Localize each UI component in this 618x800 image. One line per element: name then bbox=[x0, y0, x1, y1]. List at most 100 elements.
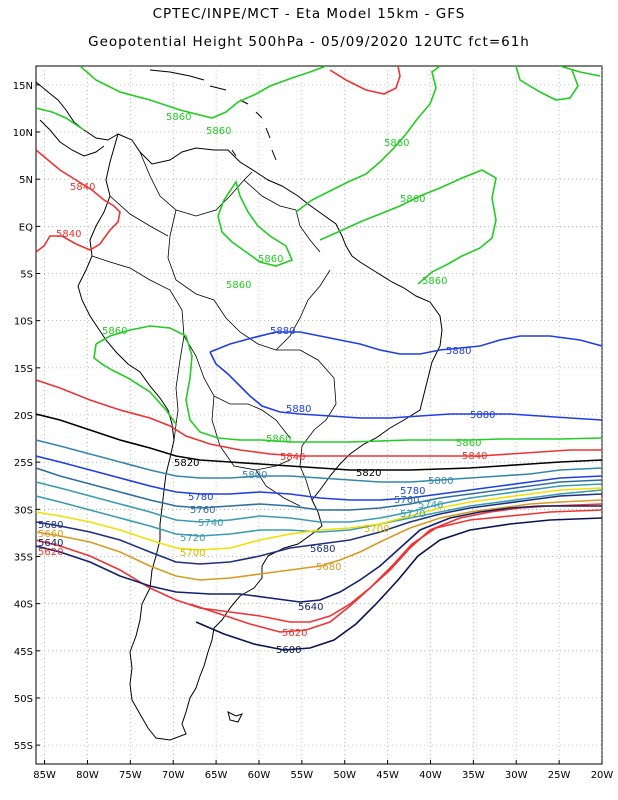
contour-labels: 5860 5860 5860 5860 5860 5860 5860 5860 … bbox=[38, 112, 495, 656]
contour-5640 bbox=[36, 505, 602, 603]
chart-title: CPTEC/INPE/MCT - Eta Model 15km - GFS bbox=[152, 6, 466, 22]
contour-5860-nw-b bbox=[515, 66, 579, 101]
contour-5880-upper bbox=[209, 331, 602, 355]
label-5640-left: 5640 bbox=[38, 538, 63, 549]
lat-tick-label: 40S bbox=[14, 600, 33, 611]
label-5860: 5860 bbox=[422, 276, 447, 287]
label-5740: 5740 bbox=[418, 500, 443, 511]
contour-5860-loop bbox=[217, 180, 294, 267]
label-5820: 5820 bbox=[356, 468, 381, 479]
lon-tick-label: 75W bbox=[119, 770, 142, 781]
contour-5680 bbox=[36, 493, 602, 565]
contour-5700 bbox=[36, 487, 602, 551]
graticule bbox=[36, 66, 603, 764]
lat-tick-label: 30S bbox=[14, 505, 33, 516]
label-5880: 5880 bbox=[446, 346, 471, 357]
lon-tick-label: 45W bbox=[376, 770, 399, 781]
lat-tick-label: 20S bbox=[14, 411, 33, 422]
contour-5860-sw-hook bbox=[93, 343, 177, 425]
lon-tick-label: 25W bbox=[548, 770, 571, 781]
contour-5720 bbox=[36, 489, 602, 537]
height-contours bbox=[36, 66, 602, 651]
contour-5860-nw-a bbox=[36, 107, 85, 131]
falkland-islands bbox=[227, 711, 243, 723]
label-5720: 5720 bbox=[400, 509, 425, 520]
label-5600: 5600 bbox=[276, 645, 301, 656]
lon-tick-label: 40W bbox=[419, 770, 442, 781]
label-5860: 5860 bbox=[258, 254, 283, 265]
lon-tick-label: 30W bbox=[505, 770, 528, 781]
central-america-coastline bbox=[36, 81, 119, 157]
label-5780: 5780 bbox=[400, 486, 425, 497]
lon-tick-label: 60W bbox=[248, 770, 271, 781]
contour-5860-ne bbox=[559, 66, 601, 77]
lat-tick-label: 50S bbox=[14, 694, 33, 705]
lon-tick-label: 55W bbox=[291, 770, 314, 781]
label-5820: 5820 bbox=[174, 458, 199, 469]
label-5640: 5640 bbox=[298, 602, 323, 613]
lat-tick-label: 15S bbox=[14, 364, 33, 375]
label-5620-left: 5620 bbox=[38, 547, 63, 558]
south-america-coastline bbox=[77, 133, 443, 741]
country-borders bbox=[91, 151, 337, 507]
label-5660-left: 5660 bbox=[38, 529, 63, 540]
label-5680: 5680 bbox=[310, 544, 335, 555]
lat-tick-label: 5N bbox=[19, 175, 33, 186]
contour-5620 bbox=[189, 509, 602, 633]
chart-subtitle: Geopotential Height 500hPa - 05/09/2020 … bbox=[88, 34, 530, 50]
label-5760: 5760 bbox=[394, 495, 419, 506]
lat-tick-label: 5S bbox=[20, 270, 33, 281]
label-5840: 5840 bbox=[462, 451, 487, 462]
label-5680: 5680 bbox=[316, 562, 341, 573]
lon-tick-label: 85W bbox=[33, 770, 56, 781]
label-5800: 5800 bbox=[428, 476, 453, 487]
label-5800: 5800 bbox=[242, 470, 267, 481]
contour-5820 bbox=[36, 413, 602, 471]
lat-tick-label: 25S bbox=[14, 458, 33, 469]
lat-tick-label: 45S bbox=[14, 647, 33, 658]
lon-tick-label: 70W bbox=[162, 770, 185, 781]
label-5840: 5840 bbox=[280, 452, 305, 463]
label-5860: 5860 bbox=[102, 326, 127, 337]
contour-5740 bbox=[36, 481, 602, 523]
contour-5780 bbox=[36, 455, 602, 501]
label-5840: 5840 bbox=[70, 182, 95, 193]
label-5620: 5620 bbox=[282, 628, 307, 639]
label-5880: 5880 bbox=[286, 404, 311, 415]
contour-5840-north bbox=[36, 149, 121, 253]
label-5860: 5860 bbox=[400, 194, 425, 205]
label-5720: 5720 bbox=[180, 533, 205, 544]
contour-5600 bbox=[195, 517, 602, 651]
label-5700: 5700 bbox=[364, 524, 389, 535]
lat-tick-label: 35S bbox=[14, 552, 33, 563]
label-5880: 5880 bbox=[270, 326, 295, 337]
label-5700: 5700 bbox=[180, 548, 205, 559]
contour-5860-mid bbox=[295, 66, 441, 213]
lon-tick-label: 65W bbox=[205, 770, 228, 781]
axis-tick-labels: 85W 80W 75W 70W 65W 60W 55W 50W 45W 40W 35W 30W 25W 2… bbox=[13, 81, 614, 781]
label-5780: 5780 bbox=[188, 492, 213, 503]
contour-5800 bbox=[36, 439, 602, 483]
label-5840: 5840 bbox=[56, 229, 81, 240]
lat-tick-label: 55S bbox=[14, 741, 33, 752]
label-5860: 5860 bbox=[456, 438, 481, 449]
label-5860: 5860 bbox=[384, 138, 409, 149]
contour-5860-east bbox=[319, 169, 497, 285]
lat-tick-label: 10S bbox=[14, 317, 33, 328]
lon-tick-label: 20W bbox=[591, 770, 614, 781]
contour-5660 bbox=[36, 503, 602, 623]
lon-tick-label: 80W bbox=[76, 770, 99, 781]
label-5860: 5860 bbox=[166, 112, 191, 123]
contour-5860-sw bbox=[95, 325, 602, 443]
label-5880: 5880 bbox=[470, 410, 495, 421]
contour-5860-north bbox=[79, 66, 327, 119]
lat-tick-label: 10N bbox=[13, 128, 33, 139]
label-5740: 5740 bbox=[198, 518, 223, 529]
label-5860: 5860 bbox=[266, 434, 291, 445]
contour-5840-main bbox=[36, 379, 602, 457]
lon-tick-label: 35W bbox=[462, 770, 485, 781]
lat-tick-label: EQ bbox=[19, 222, 33, 233]
contour-5880-lower bbox=[209, 351, 602, 421]
label-5860: 5860 bbox=[206, 126, 231, 137]
